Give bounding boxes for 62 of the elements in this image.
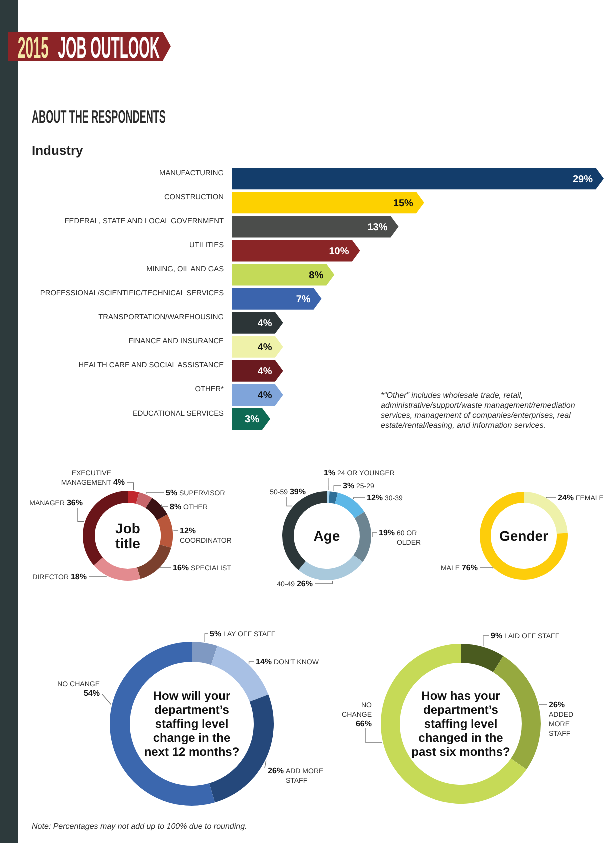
data-label: 1% (324, 468, 336, 478)
data-label: 4% (258, 366, 272, 378)
bar (232, 264, 335, 286)
data-label: 66% (356, 720, 372, 729)
chart-subtitle: ABOUT THE RESPONDENTS (32, 108, 166, 128)
donut-slice (335, 492, 365, 518)
donut-slice (298, 555, 363, 580)
data-label: 26% (268, 766, 284, 776)
data-label: 26% (549, 700, 566, 710)
data-label: 4% (113, 478, 125, 488)
bar (232, 192, 424, 214)
data-label: 19% (379, 528, 396, 538)
text: Age (314, 528, 340, 544)
data-label: 36% (66, 498, 83, 508)
donut-slice (354, 512, 372, 562)
bar (232, 216, 399, 238)
donut-slice (329, 492, 338, 504)
data-label: 13% (368, 222, 388, 234)
data-label: 39% (290, 488, 306, 497)
data-label: 3% (343, 482, 355, 491)
data-label: 9% (491, 632, 503, 641)
text: Job title (116, 520, 141, 552)
bar (232, 168, 604, 190)
bar (232, 240, 360, 262)
text: Note: Percentages may not add up to 100% due to rounding. (32, 822, 248, 831)
donut-slice (146, 498, 168, 520)
data-label: 26% (296, 580, 313, 589)
data-label: 8% (170, 502, 182, 512)
data-label: 12% (367, 494, 384, 503)
donut-slice (327, 492, 330, 504)
data-label: 5% (166, 488, 178, 498)
data-label: 29% (572, 174, 594, 186)
data-label: 16% (173, 564, 190, 573)
data-label: 4% (258, 390, 272, 402)
donut-slice (461, 644, 504, 672)
donut-slice (136, 492, 152, 508)
data-label: 24% (558, 494, 574, 503)
text: How will your department’s staffing level change in the next 12 months? (144, 689, 240, 760)
text: Gender (499, 528, 550, 544)
data-label: 15% (393, 198, 414, 210)
data-label: 54% (84, 689, 100, 698)
y-axis-title: Industry (32, 143, 84, 158)
donut-slice (94, 558, 141, 581)
data-label: 8% (309, 270, 324, 282)
data-label: 3% (245, 414, 260, 426)
data-label: 5% (210, 630, 222, 639)
donut-slice (157, 514, 173, 548)
data-label: 76% (462, 564, 478, 573)
data-label: 12% (180, 526, 196, 536)
data-label: 7% (296, 294, 311, 306)
donut-slice (381, 644, 527, 804)
text: How has your department’s staffing level changed in the past six months? (412, 689, 510, 760)
chart-title: 2015 JOB OUTLOOK (18, 31, 160, 64)
data-label: 18% (70, 572, 87, 582)
data-label: 4% (258, 318, 272, 330)
donut-slice (192, 642, 218, 666)
data-label: 10% (329, 246, 350, 258)
data-label: 14% (256, 658, 272, 667)
donut-slice (128, 491, 140, 504)
bar (232, 288, 322, 310)
annotation: *“Other” includes wholesale trade, retail, administrative/support/waste management/remediation services, management of companies/enterprises, real estate/rental/leasing, and information services. (381, 391, 576, 430)
data-label: 4% (258, 342, 272, 354)
